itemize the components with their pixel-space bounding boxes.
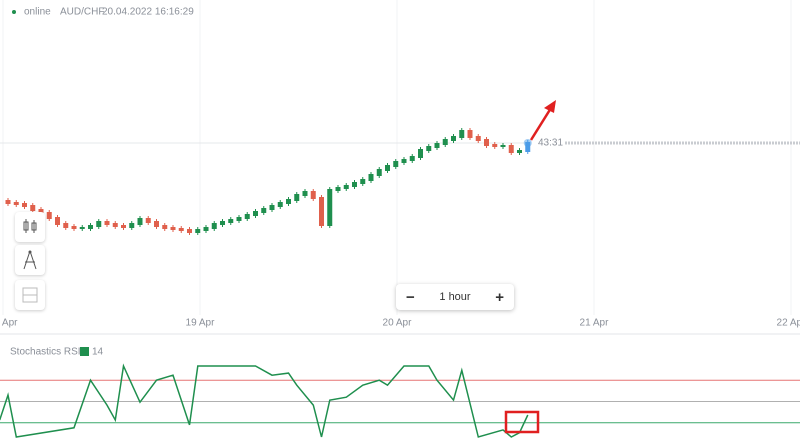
current-marker <box>523 139 532 147</box>
candle-body <box>112 223 118 227</box>
drawing-tools-button[interactable] <box>15 245 45 275</box>
candle-body <box>203 227 209 231</box>
candle-body <box>104 221 110 225</box>
candle-body <box>459 130 465 138</box>
candle-body <box>484 139 489 146</box>
candle-body <box>310 191 316 199</box>
zoom-out[interactable]: − <box>406 288 415 306</box>
candle-body <box>508 145 514 153</box>
candle-body <box>261 208 267 213</box>
status-dot <box>12 10 16 14</box>
candle-body <box>96 221 102 227</box>
candle-body <box>401 159 407 163</box>
arrow-head <box>544 100 556 113</box>
candle-body <box>335 187 341 191</box>
x-tick-label: 20 Apr <box>383 318 413 329</box>
candle-body <box>517 150 522 153</box>
timeframe[interactable]: 1 hour <box>439 291 471 303</box>
candle-body <box>500 145 506 147</box>
highlight-box <box>504 410 540 434</box>
candle-body <box>286 199 291 204</box>
candle-body <box>154 221 159 227</box>
timer: 43:31 <box>538 138 563 149</box>
candle-body <box>302 191 308 196</box>
candle-body <box>13 202 19 205</box>
candle-body <box>22 203 27 207</box>
candle-body <box>368 174 374 181</box>
candle-body <box>145 218 151 223</box>
zoom-control: − 1 hour + <box>396 284 514 310</box>
candle-body <box>46 212 52 219</box>
candle-body <box>137 218 143 225</box>
candle-body <box>236 217 242 221</box>
status: online <box>24 7 51 18</box>
compass-icon <box>23 250 37 270</box>
candle-body <box>492 144 498 147</box>
candle-body <box>55 217 60 225</box>
candle-body <box>170 227 176 230</box>
candle-body <box>327 189 333 226</box>
symbol: AUD/CHF <box>60 7 104 18</box>
indicators-button[interactable] <box>15 280 45 310</box>
candle-body <box>178 228 184 231</box>
candle-body <box>187 229 192 233</box>
timestamp: 20.04.2022 16:16:29 <box>102 7 194 18</box>
candle-body <box>294 194 300 201</box>
candle-body <box>5 200 11 204</box>
x-tick-label: 19 Apr <box>186 318 216 329</box>
candle-body <box>195 229 201 233</box>
candle-body <box>63 223 69 228</box>
candle-body <box>269 205 275 210</box>
candle-body <box>393 161 399 167</box>
x-tick-label: 22 Apr <box>777 318 800 329</box>
candle-body <box>343 185 349 189</box>
panel-icon <box>22 287 38 303</box>
candle-body <box>121 225 126 228</box>
candle-body <box>442 139 448 145</box>
candle-body <box>409 156 415 161</box>
candle-body <box>434 143 440 148</box>
candle-body <box>475 136 481 141</box>
candle-body <box>360 179 366 184</box>
candle-body <box>277 202 283 207</box>
candle-body <box>220 221 225 225</box>
indicator-title: Stochastics RSI <box>10 347 81 358</box>
legend-swatch <box>80 347 89 356</box>
candle-body <box>418 149 423 158</box>
candle-body <box>385 165 390 171</box>
candle-body <box>129 223 135 228</box>
rsi-line <box>0 363 529 438</box>
candle-body <box>451 136 456 141</box>
candle-body <box>71 226 77 229</box>
x-tick-label: 21 Apr <box>580 318 610 329</box>
candle-body <box>162 225 168 229</box>
candle-body <box>79 227 85 229</box>
candle-body <box>30 205 36 211</box>
candle-body <box>352 182 357 187</box>
candle-body <box>38 209 44 214</box>
candle-body <box>319 197 324 226</box>
candle-body <box>211 223 217 229</box>
candle-icon <box>23 219 37 233</box>
candle-body <box>253 211 258 216</box>
candle-body <box>467 130 473 138</box>
candle-body <box>88 225 93 229</box>
zoom-in[interactable]: + <box>495 288 504 306</box>
legend-value: 14 <box>92 347 104 358</box>
candle-body <box>244 214 250 219</box>
candle-body <box>426 146 432 151</box>
x-tick-label: 18 Apr <box>0 318 18 329</box>
trend-arrow <box>529 107 553 141</box>
candle-body <box>228 219 234 223</box>
candle-type-button[interactable] <box>15 212 45 242</box>
candle-body <box>376 169 382 176</box>
